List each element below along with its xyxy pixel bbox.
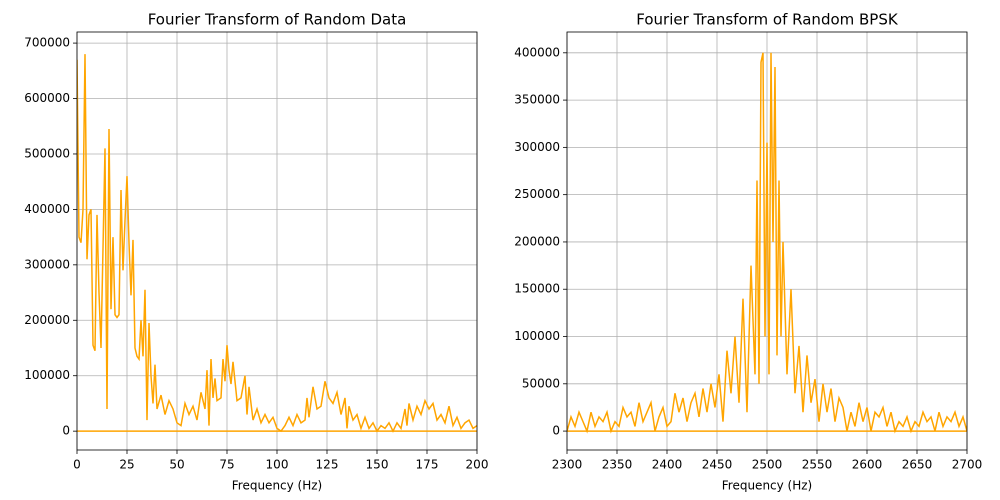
y-tick-label: 700000 xyxy=(24,36,70,50)
x-tick-label: 2700 xyxy=(952,458,983,472)
y-tick-label: 100000 xyxy=(24,368,70,382)
y-tick-label: 250000 xyxy=(514,187,560,201)
y-tick-label: 200000 xyxy=(514,234,560,248)
x-tick-label: 2550 xyxy=(802,458,833,472)
y-tick-label: 0 xyxy=(62,424,70,438)
chart-title: Fourier Transform of Random Data xyxy=(148,11,407,29)
x-tick-label: 50 xyxy=(169,458,184,472)
y-tick-label: 150000 xyxy=(514,282,560,296)
y-tick-label: 0 xyxy=(552,424,560,438)
x-tick-label: 100 xyxy=(266,458,289,472)
y-tick-label: 300000 xyxy=(514,140,560,154)
x-tick-label: 2400 xyxy=(652,458,683,472)
x-axis-label: Frequency (Hz) xyxy=(232,479,323,493)
y-tick-label: 600000 xyxy=(24,91,70,105)
x-tick-label: 175 xyxy=(416,458,439,472)
x-tick-label: 2500 xyxy=(752,458,783,472)
x-tick-label: 125 xyxy=(316,458,339,472)
x-tick-label: 2300 xyxy=(552,458,583,472)
y-tick-label: 350000 xyxy=(514,93,560,107)
chart-title: Fourier Transform of Random BPSK xyxy=(636,11,899,29)
x-tick-label: 150 xyxy=(366,458,389,472)
y-tick-label: 400000 xyxy=(24,202,70,216)
x-axis-label: Frequency (Hz) xyxy=(722,479,813,493)
y-tick-label: 400000 xyxy=(514,45,560,59)
plot-area xyxy=(77,54,477,433)
x-tick-label: 75 xyxy=(219,458,234,472)
y-tick-label: 500000 xyxy=(24,146,70,160)
x-tick-label: 200 xyxy=(466,458,489,472)
x-tick-label: 2600 xyxy=(852,458,883,472)
data-line xyxy=(77,54,477,433)
plot-area xyxy=(567,52,967,434)
axes-frame xyxy=(566,31,968,451)
x-tick-label: 2650 xyxy=(902,458,933,472)
x-tick-label: 0 xyxy=(73,458,81,472)
y-tick-label: 50000 xyxy=(522,376,560,390)
x-tick-label: 2450 xyxy=(702,458,733,472)
x-tick-label: 25 xyxy=(119,458,134,472)
y-tick-label: 300000 xyxy=(24,257,70,271)
x-tick-label: 2350 xyxy=(602,458,633,472)
y-tick-label: 100000 xyxy=(514,329,560,343)
y-tick-label: 200000 xyxy=(24,313,70,327)
data-line xyxy=(567,52,967,434)
axes-frame xyxy=(76,31,478,451)
